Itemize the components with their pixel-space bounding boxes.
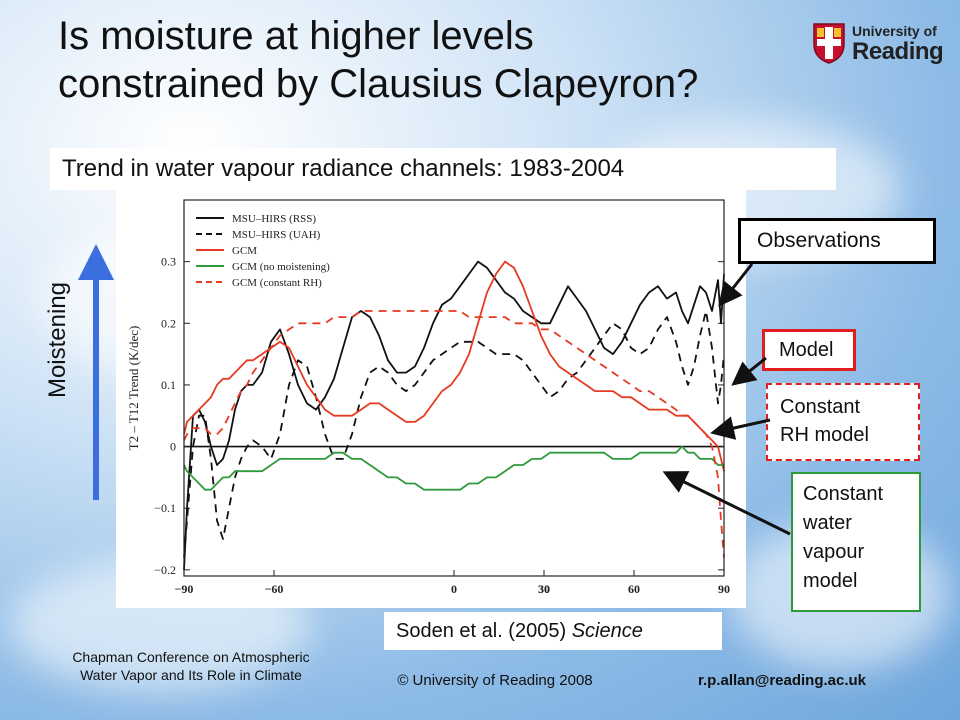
university-logo: University of Reading xyxy=(812,22,944,68)
legend-label: MSU–HIRS (UAH) xyxy=(232,229,321,241)
y-tick-label: 0.1 xyxy=(161,378,176,392)
footer-conference: Chapman Conference on Atmospheric Water … xyxy=(26,648,356,684)
slide-title: Is moisture at higher levels constrained… xyxy=(58,12,818,108)
x-tick-label: −90 xyxy=(175,582,194,596)
series-line-4 xyxy=(183,310,725,558)
y-axis-label: T2 – T12 Trend (K/dec) xyxy=(126,326,141,451)
footer-conference-line-2: Water Vapor and Its Role in Climate xyxy=(80,667,302,683)
citation: Soden et al. (2005) Science xyxy=(384,612,722,650)
y-tick-label: 0.3 xyxy=(161,255,176,269)
series-line-0 xyxy=(183,260,725,570)
constant-wv-line-1: Constant xyxy=(803,483,884,505)
constant-rh-line-1: Constant xyxy=(780,396,861,418)
constant-wv-line-4: model xyxy=(803,570,858,592)
footer-copyright: © University of Reading 2008 xyxy=(397,672,593,689)
logo-text-line-2: Reading xyxy=(852,38,944,65)
constant-rh-pointer-icon xyxy=(710,416,771,440)
series-line-2 xyxy=(183,260,725,472)
x-tick-label: 90 xyxy=(718,582,730,596)
x-tick-label: 30 xyxy=(538,582,550,596)
footer-email[interactable]: r.p.allan@reading.ac.uk xyxy=(698,672,867,689)
legend-label: MSU–HIRS (RSS) xyxy=(232,213,316,225)
chart-subtitle: Trend in water vapour radiance channels:… xyxy=(50,148,836,190)
citation-journal: Science xyxy=(571,620,643,642)
constant-wv-line-3: vapour xyxy=(803,541,865,563)
y-tick-label: −0.2 xyxy=(154,563,176,577)
x-tick-label: 30 xyxy=(538,582,550,596)
model-pointer-icon xyxy=(731,356,767,386)
constant-rh-callout: Constant RH model xyxy=(766,383,920,461)
y-tick-label: 0.2 xyxy=(161,316,176,330)
title-line-1: Is moisture at higher levels xyxy=(58,14,534,58)
y-tick-label: 0 xyxy=(170,440,176,454)
trend-chart: −0.2 −0.1 0 0.1 0.2 0.3 −90 −60 30 0 30 60 90 T2 – … xyxy=(116,190,746,608)
title-line-2: constrained by Clausius Clapeyron? xyxy=(58,62,699,106)
series-line-3 xyxy=(183,445,724,491)
observations-pointer-icon xyxy=(718,263,754,307)
observations-callout: Observations xyxy=(738,218,936,264)
footer-conference-line-1: Chapman Conference on Atmospheric xyxy=(72,649,310,665)
citation-authors: Soden et al. (2005) xyxy=(396,620,572,642)
series-layer xyxy=(183,260,725,570)
legend-label: GCM xyxy=(232,245,257,257)
x-tick-label: 0 xyxy=(451,582,457,596)
crest-icon xyxy=(813,23,845,64)
y-tick-label: −0.1 xyxy=(154,501,176,515)
constant-wv-line-2: water xyxy=(803,512,852,534)
x-tick-label: −60 xyxy=(265,582,284,596)
legend-label: GCM (no moistening) xyxy=(232,261,330,273)
model-callout: Model xyxy=(762,329,856,371)
chart-legend: MSU–HIRS (RSS) MSU–HIRS (UAH) GCM GCM (no m… xyxy=(196,213,330,289)
x-tick-label: 60 xyxy=(628,582,640,596)
logo-text-line-1: University of xyxy=(852,23,937,39)
legend-label: GCM (constant RH) xyxy=(232,277,322,289)
constant-rh-line-2: RH model xyxy=(780,424,869,446)
constant-wv-pointer-icon xyxy=(662,471,791,536)
chart-svg: −0.2−0.100.10.20.3 −90 −60 300 30 60 90 T2 – … xyxy=(126,199,730,596)
x-axis-ticks: −90 −60 300 30 60 90 xyxy=(175,570,730,596)
constant-water-vapour-callout: Constant water vapour model xyxy=(791,472,921,612)
y-axis-ticks: −0.2 −0.1 0 0.1 0.2 0.3 xyxy=(154,255,724,577)
